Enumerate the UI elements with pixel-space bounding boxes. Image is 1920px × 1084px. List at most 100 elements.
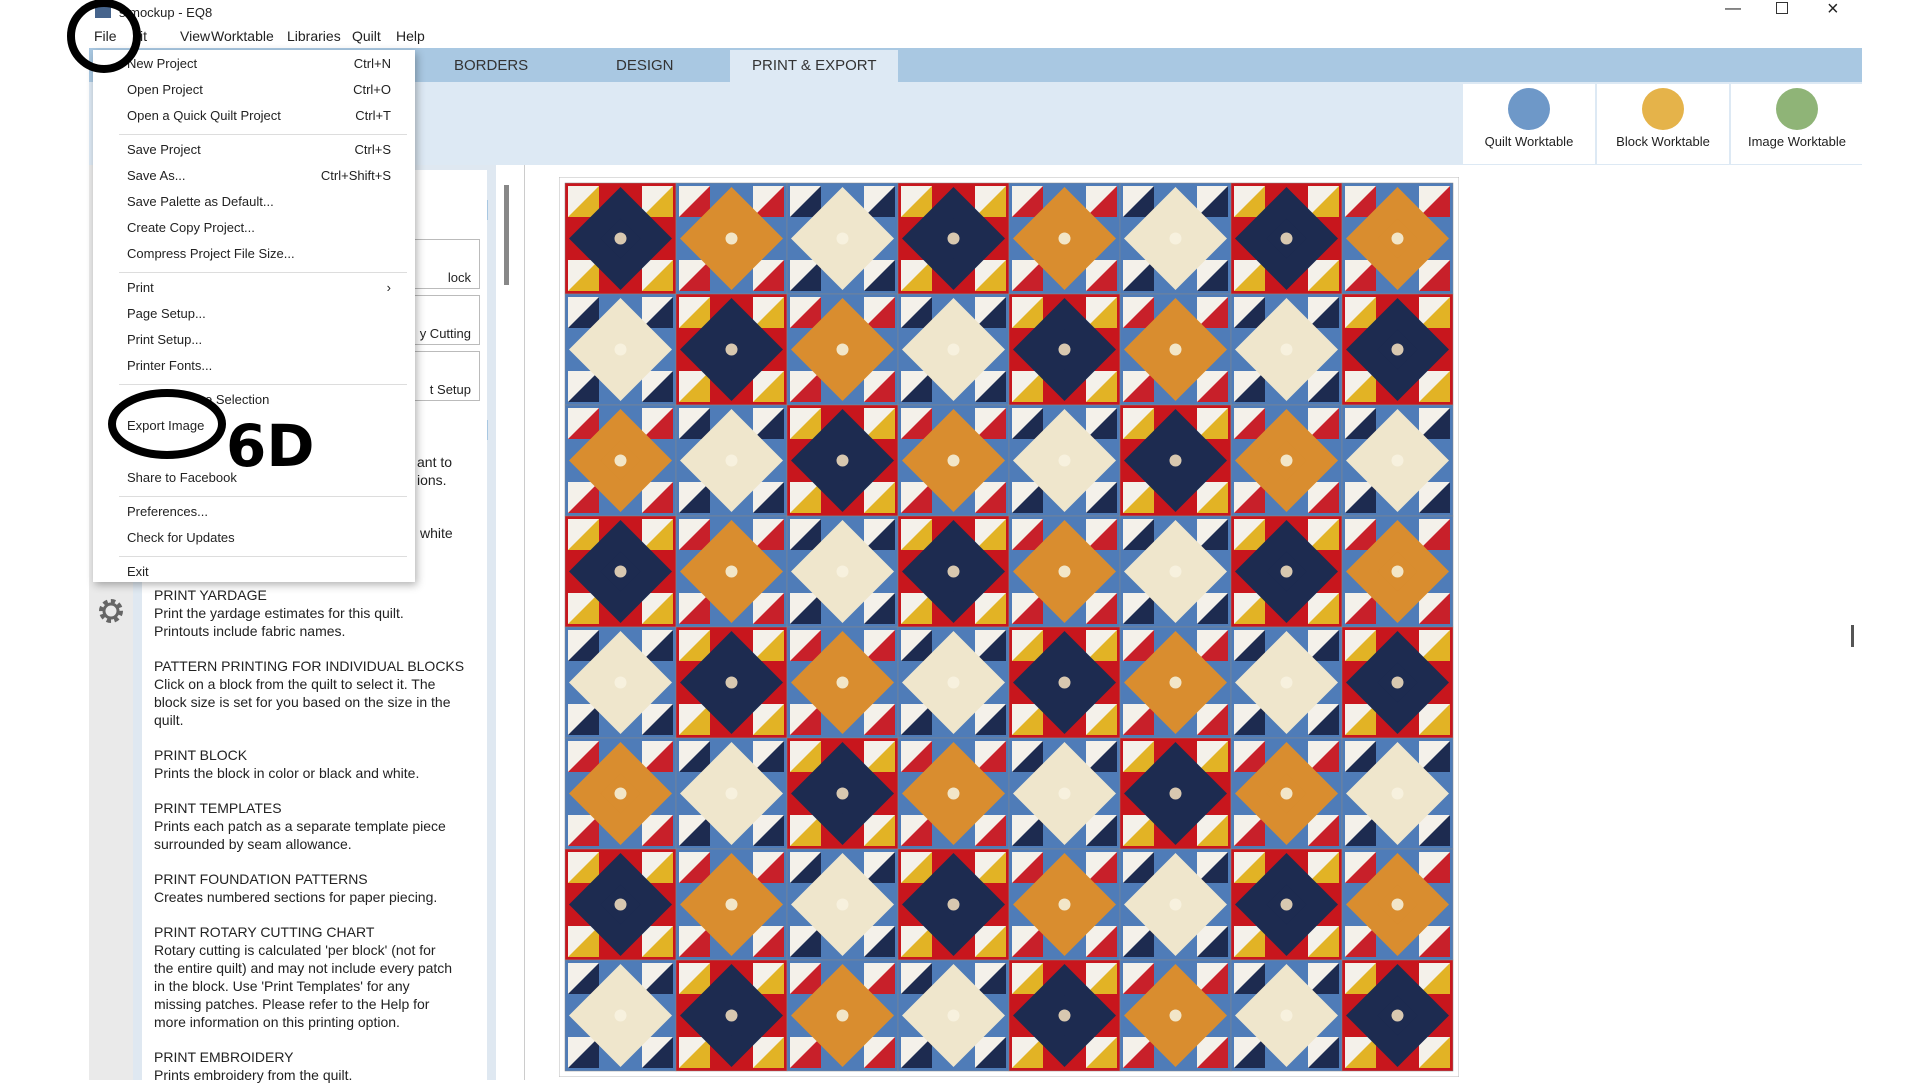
block-triangle (1197, 852, 1228, 883)
block-triangle (1345, 371, 1376, 402)
block-triangle (1197, 593, 1228, 624)
menu-item[interactable]: Worktable (211, 28, 274, 44)
settings-icon[interactable] (97, 597, 125, 625)
menu-item[interactable]: Open a Quick Quilt Project Ctrl+T (127, 104, 403, 128)
menu-item[interactable]: Preferences... (127, 504, 208, 519)
block-flower (1280, 898, 1293, 911)
block-triangle (1086, 297, 1117, 328)
block-flower (836, 787, 849, 800)
menu-item[interactable]: Save Project Ctrl+S (127, 138, 403, 162)
block-triangle (975, 482, 1006, 513)
menu-item[interactable]: Print Setup... (127, 332, 203, 347)
menu-item[interactable]: Save As... Ctrl+Shift+S (127, 164, 403, 188)
tab[interactable]: DESIGN (616, 57, 674, 74)
block-flower (614, 787, 627, 800)
menu-item[interactable]: e Selection (205, 392, 270, 407)
block-triangle (1308, 852, 1339, 883)
block-triangle (1197, 408, 1228, 439)
menu-item[interactable]: Compress Project File Size... (127, 246, 295, 261)
panel-button-label: y Cutting (419, 326, 471, 341)
block-flower (1058, 454, 1071, 467)
menu-item[interactable]: Print › (127, 276, 403, 300)
block-flower (614, 565, 627, 578)
minimize-button[interactable]: — (1725, 0, 1741, 17)
block-triangle (1086, 408, 1117, 439)
block-triangle (679, 926, 710, 957)
worktable-label: Quilt Worktable (1484, 134, 1574, 149)
block-triangle (1234, 926, 1265, 957)
block-triangle (753, 482, 784, 513)
block-triangle (1123, 741, 1154, 772)
block-triangle (1123, 482, 1154, 513)
menu-item[interactable]: Exit (127, 564, 149, 579)
menu-item[interactable]: Libraries (287, 28, 341, 44)
menu-separator (119, 384, 407, 385)
menu-item[interactable]: Save Palette as Default... (127, 194, 274, 209)
block-triangle (753, 408, 784, 439)
block-triangle (1012, 519, 1043, 550)
block-triangle (642, 186, 673, 217)
block-triangle (679, 297, 710, 328)
scrollbar[interactable] (504, 185, 509, 285)
menu-item[interactable]: File (94, 28, 117, 44)
menu-item[interactable]: Share to Facebook (127, 470, 237, 485)
block-triangle (1308, 593, 1339, 624)
menu-bar (89, 26, 1862, 48)
menu-item[interactable]: Export Image (127, 418, 205, 433)
block-flower (947, 232, 960, 245)
block-triangle (864, 1037, 895, 1068)
quilt[interactable] (559, 177, 1459, 1077)
menu-separator (119, 272, 407, 273)
block-flower (725, 898, 738, 911)
block-triangle (753, 297, 784, 328)
block-triangle (790, 482, 821, 513)
menu-item[interactable]: Help (396, 28, 425, 44)
worktable-button[interactable]: Block Worktable (1597, 84, 1729, 164)
worktable-button[interactable]: Quilt Worktable (1463, 84, 1595, 164)
block-triangle (1012, 186, 1043, 217)
block-triangle (790, 371, 821, 402)
block-triangle (790, 926, 821, 957)
worktable-icon (1776, 88, 1818, 130)
block-triangle (1012, 593, 1043, 624)
block-triangle (1086, 593, 1117, 624)
block-triangle (1308, 704, 1339, 735)
block-triangle (642, 408, 673, 439)
block-triangle (753, 741, 784, 772)
block-flower (1280, 565, 1293, 578)
panel-button-label: lock (447, 270, 471, 285)
worktable-button[interactable]: Image Worktable (1731, 84, 1863, 164)
block-flower (1169, 343, 1182, 356)
menu-item[interactable]: Open Project Ctrl+O (127, 78, 403, 102)
block-triangle (568, 186, 599, 217)
menu-item[interactable]: Printer Fonts... (127, 358, 213, 373)
menu-item[interactable]: it (140, 28, 147, 44)
tab[interactable]: PRINT & EXPORT (730, 50, 899, 82)
block-triangle (679, 741, 710, 772)
help-heading: PRINT TEMPLATES (154, 800, 282, 816)
block-triangle (1345, 519, 1376, 550)
menu-item[interactable]: Check for Updates (127, 530, 235, 545)
block-triangle (1197, 260, 1228, 291)
block-flower (1280, 343, 1293, 356)
help-heading: PRINT ROTARY CUTTING CHART (154, 924, 375, 940)
scrollbar[interactable] (1851, 625, 1854, 647)
block-triangle (1012, 741, 1043, 772)
menu-item[interactable]: View (180, 28, 211, 44)
tab[interactable]: BORDERS (454, 57, 529, 74)
block-triangle (1345, 260, 1376, 291)
block-triangle (753, 852, 784, 883)
menu-item[interactable]: Create Copy Project... (127, 220, 255, 235)
block-triangle (1419, 482, 1450, 513)
close-button[interactable]: × (1827, 0, 1839, 20)
block-triangle (790, 260, 821, 291)
block-triangle (1419, 260, 1450, 291)
menu-item[interactable]: Quilt (352, 28, 381, 44)
menu-item[interactable]: Page Setup... (127, 306, 206, 321)
block-triangle (1308, 482, 1339, 513)
menu-item[interactable]: New Project Ctrl+N (127, 52, 403, 76)
block-triangle (1234, 186, 1265, 217)
restore-button[interactable] (1776, 2, 1788, 14)
block-triangle (642, 593, 673, 624)
block-triangle (1345, 963, 1376, 994)
